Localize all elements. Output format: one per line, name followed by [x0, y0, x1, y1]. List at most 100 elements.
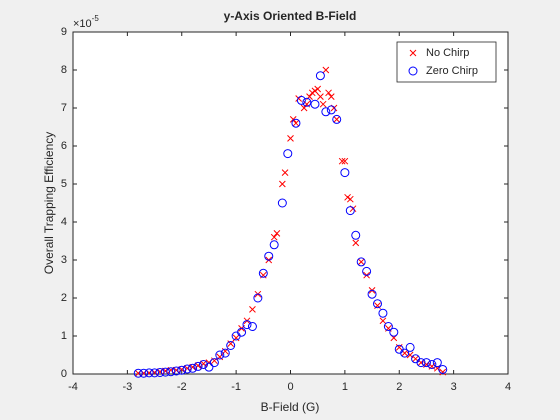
marker-circle — [264, 251, 274, 261]
marker-x — [314, 85, 322, 93]
marker-circle — [378, 308, 388, 318]
marker-circle — [432, 358, 442, 368]
marker-circle — [247, 322, 257, 331]
y-tick-label: 6 — [61, 140, 67, 152]
marker-circle — [400, 348, 410, 358]
x-tick-label: 0 — [287, 381, 293, 393]
marker-x — [289, 116, 297, 123]
marker-circle — [356, 257, 366, 267]
y-tick-label: 9 — [61, 26, 67, 38]
y-tick-label: 7 — [61, 102, 67, 114]
marker-x — [317, 93, 324, 100]
marker-circle — [315, 71, 325, 81]
legend-marker — [409, 49, 417, 57]
x-tick-label: 3 — [451, 381, 457, 393]
legend-marker — [408, 66, 418, 76]
x-tick-label: -4 — [68, 381, 78, 393]
plot-area — [73, 32, 508, 374]
marker-circle — [160, 367, 170, 377]
marker-x — [439, 368, 447, 376]
marker-circle — [351, 230, 361, 240]
marker-x — [346, 195, 354, 203]
marker-x — [292, 119, 300, 127]
marker-x — [249, 306, 256, 313]
marker-x — [333, 116, 341, 123]
marker-circle — [340, 168, 350, 178]
marker-circle — [188, 363, 198, 373]
marker-x — [341, 157, 349, 165]
y-tick-label: 3 — [61, 254, 67, 266]
marker-circle — [321, 107, 331, 117]
marker-circle — [296, 95, 306, 105]
y-tick-label: 4 — [61, 216, 67, 228]
marker-circle — [139, 368, 149, 378]
marker-circle — [421, 358, 431, 368]
marker-x — [194, 362, 202, 369]
marker-circle — [258, 268, 268, 278]
y-exponent-base: ×10 — [73, 18, 92, 30]
y-exponent-power: -5 — [92, 14, 100, 23]
marker-x — [319, 100, 327, 108]
marker-circle — [345, 206, 355, 216]
marker-circle — [209, 358, 219, 368]
marker-circle — [277, 198, 287, 208]
marker-x — [327, 93, 335, 100]
marker-x — [338, 157, 346, 165]
marker-circle — [150, 368, 160, 378]
legend-label: Zero Chirp — [426, 65, 478, 77]
marker-x — [278, 180, 286, 188]
marker-circle — [427, 360, 437, 369]
marker-circle — [220, 348, 230, 358]
x-tick-label: 2 — [396, 381, 402, 393]
marker-x — [352, 239, 360, 247]
marker-circle — [242, 320, 252, 330]
x-tick-label: -2 — [177, 381, 187, 393]
marker-circle — [155, 367, 165, 377]
axes-box — [72, 31, 509, 375]
marker-circle — [362, 266, 372, 276]
marker-circle — [383, 322, 393, 331]
y-tick-label: 8 — [61, 64, 67, 76]
marker-circle — [389, 327, 399, 337]
x-tick-label: -3 — [122, 381, 132, 393]
marker-circle — [171, 366, 181, 376]
marker-x — [379, 317, 387, 325]
marker-circle — [226, 341, 236, 350]
marker-circle — [367, 289, 377, 299]
y-tick-label: 1 — [61, 330, 67, 342]
marker-circle — [302, 97, 312, 107]
marker-circle — [177, 365, 187, 375]
marker-x — [322, 66, 330, 74]
marker-circle — [133, 368, 143, 378]
marker-circle — [326, 105, 336, 115]
marker-circle — [416, 358, 426, 368]
marker-x — [287, 135, 294, 142]
legend-label: No Chirp — [426, 47, 469, 59]
marker-circle — [204, 362, 214, 372]
x-tick-label: -1 — [231, 381, 241, 393]
chart-title: y-Axis Oriented B-Field — [224, 9, 357, 23]
marker-circle — [310, 99, 320, 109]
marker-circle — [253, 293, 263, 303]
marker-circle — [291, 118, 301, 128]
y-tick-label: 5 — [61, 178, 67, 190]
marker-circle — [405, 342, 415, 352]
x-tick-label: 1 — [342, 381, 348, 393]
marker-circle — [332, 114, 342, 124]
y-exponent: ×10-5 — [73, 14, 99, 30]
marker-circle — [283, 149, 293, 159]
marker-circle — [215, 350, 225, 360]
marker-circle — [269, 240, 279, 250]
marker-circle — [166, 367, 176, 377]
marker-x — [325, 89, 332, 97]
marker-x — [270, 233, 278, 241]
marker-circle — [199, 360, 208, 369]
marker-circle — [193, 361, 203, 371]
marker-circle — [144, 368, 154, 378]
y-tick-label: 0 — [61, 368, 67, 380]
x-tick-label: 4 — [505, 381, 511, 393]
marker-circle — [237, 327, 247, 337]
marker-circle — [182, 364, 192, 374]
marker-circle — [438, 364, 448, 374]
